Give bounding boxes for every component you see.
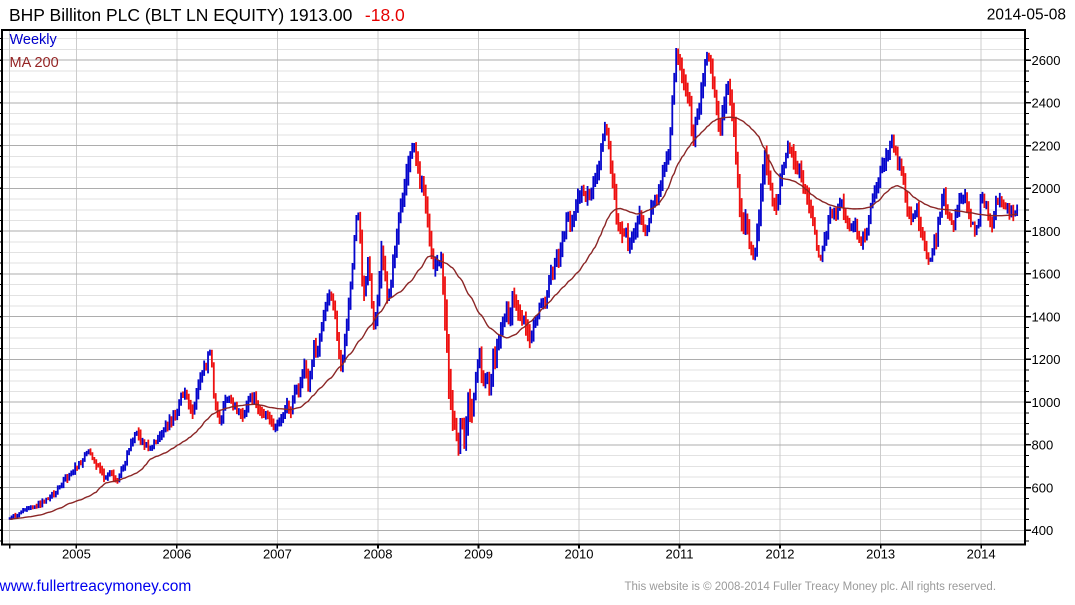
svg-text:2005: 2005	[62, 547, 91, 562]
svg-text:1200: 1200	[1032, 352, 1061, 367]
svg-text:BHP Billiton PLC (BLT LN EQUIT: BHP Billiton PLC (BLT LN EQUITY) 1913.00	[9, 5, 353, 25]
svg-text:800: 800	[1032, 438, 1054, 453]
svg-text:2013: 2013	[866, 547, 895, 562]
svg-text:2006: 2006	[162, 547, 191, 562]
svg-text:2009: 2009	[464, 547, 493, 562]
svg-text:1400: 1400	[1032, 309, 1061, 324]
svg-text:2600: 2600	[1032, 53, 1061, 68]
svg-text:Weekly: Weekly	[10, 32, 58, 48]
svg-text:1800: 1800	[1032, 224, 1061, 239]
svg-text:1600: 1600	[1032, 267, 1061, 282]
svg-text:2000: 2000	[1032, 181, 1061, 196]
svg-text:www.fullertreacymoney.com: www.fullertreacymoney.com	[0, 578, 191, 595]
svg-text:This website is © 2008-2014 Fu: This website is © 2008-2014 Fuller Treac…	[625, 581, 997, 593]
svg-text:MA 200: MA 200	[10, 55, 59, 71]
svg-text:2011: 2011	[666, 547, 694, 562]
svg-text:1000: 1000	[1032, 395, 1061, 410]
svg-text:600: 600	[1032, 480, 1054, 495]
svg-text:2400: 2400	[1032, 96, 1061, 111]
svg-text:2007: 2007	[263, 547, 292, 562]
svg-text:2014: 2014	[967, 547, 996, 562]
svg-text:-18.0: -18.0	[365, 5, 405, 25]
svg-text:2014-05-08: 2014-05-08	[987, 7, 1066, 24]
svg-text:2012: 2012	[766, 547, 795, 562]
svg-text:2010: 2010	[565, 547, 594, 562]
svg-text:2008: 2008	[364, 547, 393, 562]
svg-text:400: 400	[1032, 523, 1054, 538]
svg-text:2200: 2200	[1032, 138, 1061, 153]
